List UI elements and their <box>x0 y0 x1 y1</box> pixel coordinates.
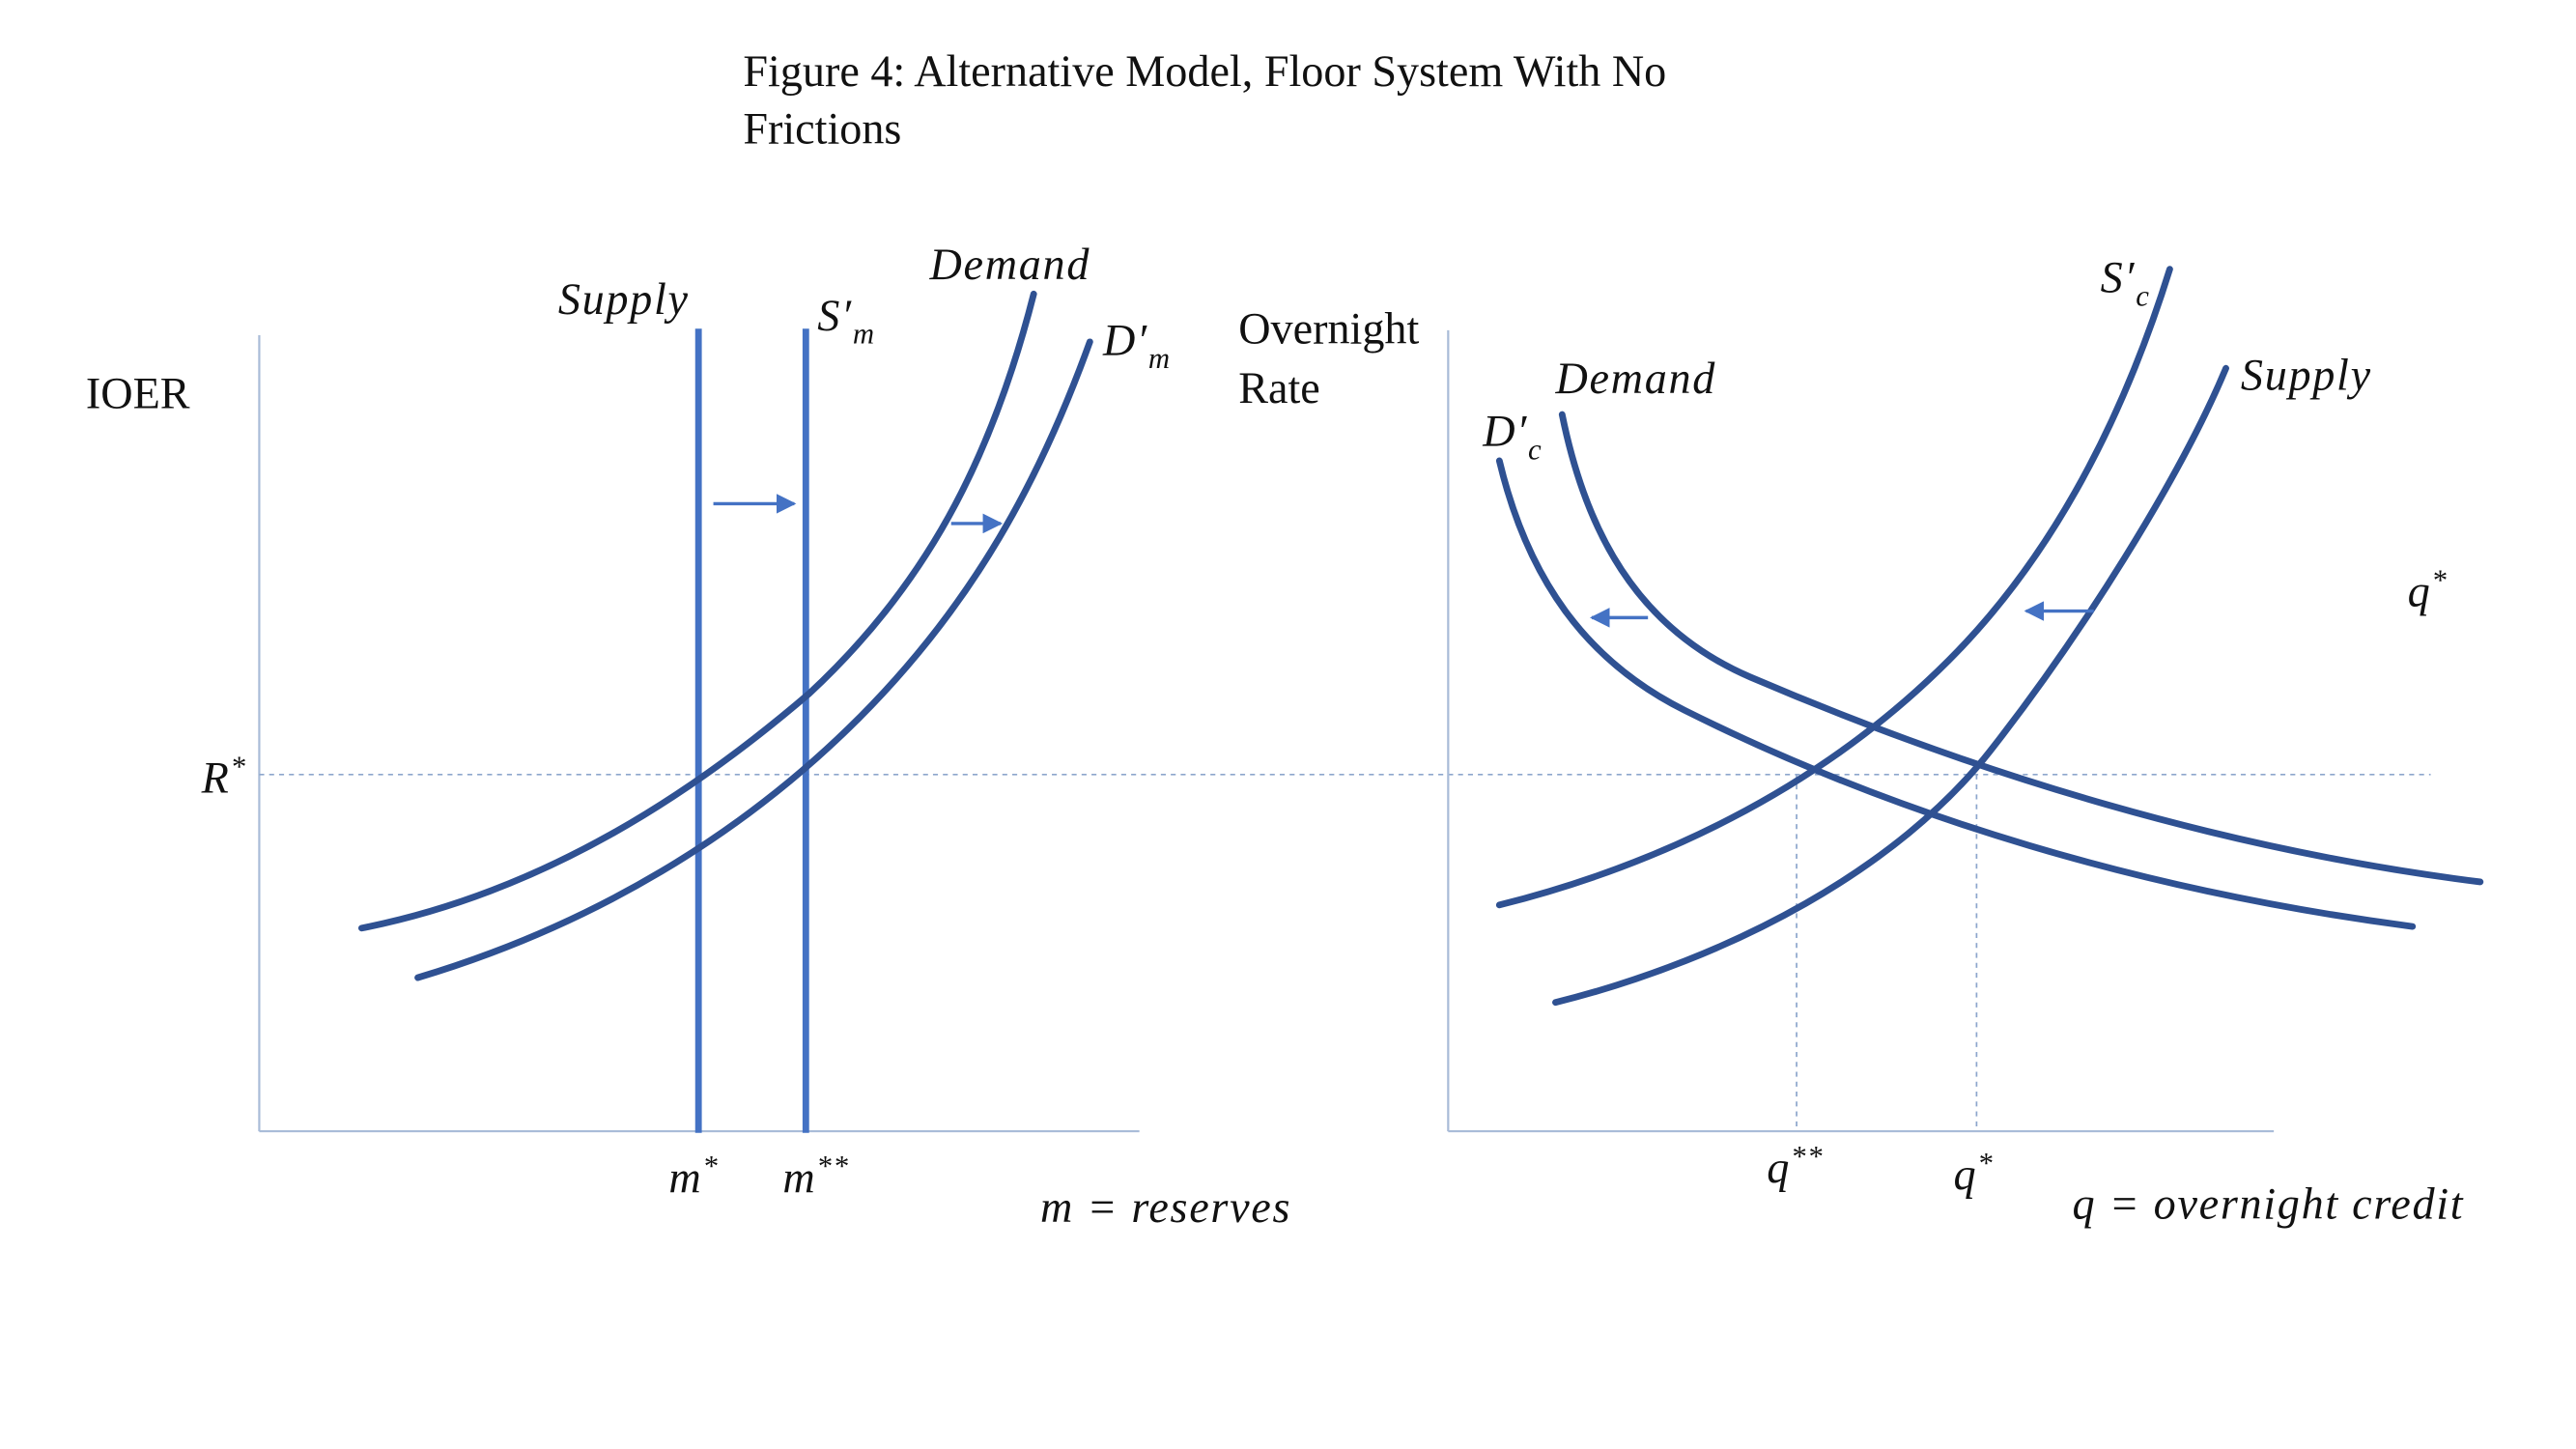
label-base: q <box>1953 1150 1977 1199</box>
stray-label: q* <box>2408 563 2449 615</box>
supply-shifted-label: S′m <box>817 291 876 351</box>
title-line: Figure 4: Alternative Model, Floor Syste… <box>743 46 1666 96</box>
demand-curve <box>1558 411 2484 886</box>
x-mark-label: m** <box>782 1150 849 1202</box>
label-base: D′ <box>1102 316 1148 365</box>
y-label: Rate <box>1238 363 1320 412</box>
label-base: S′ <box>2101 253 2137 302</box>
label-base: m <box>782 1152 816 1202</box>
label-sup: * <box>1977 1147 1994 1179</box>
rate-label: R* <box>201 751 247 803</box>
label-sup: ** <box>816 1150 849 1182</box>
supply-shifted-curve <box>1495 266 2173 909</box>
x-label: m = reserves <box>1040 1182 1291 1232</box>
label-base: q <box>2408 566 2432 615</box>
label-sup: * <box>230 751 246 783</box>
label-base: S′ <box>817 291 853 340</box>
supply-label: Supply <box>558 274 690 324</box>
title-line: Frictions <box>743 104 901 154</box>
demand-shifted-label: D′c <box>1482 407 1543 467</box>
y-label: IOER <box>86 368 190 417</box>
x-label: q = overnight credit <box>2073 1179 2465 1229</box>
left-panel: IOER Supply S′m Demand D′m R* m* m** m =… <box>86 240 2431 1232</box>
label-base: R <box>201 753 231 803</box>
right-panel: Overnight Rate Demand D′c S′c Supply q* … <box>1238 253 2484 1229</box>
x-mark-label: m* <box>668 1150 719 1202</box>
label-base: D′ <box>1482 407 1528 456</box>
demand-label: Demand <box>929 240 1091 289</box>
demand-shifted-curve <box>414 338 1093 981</box>
demand-shifted-label: D′m <box>1102 316 1172 376</box>
x-mark-label: q** <box>1767 1140 1824 1192</box>
demand-curve <box>357 290 1037 932</box>
label-sub: m <box>1148 342 1172 375</box>
demand-shifted-curve <box>1495 457 2417 930</box>
label-base: m <box>668 1152 702 1202</box>
supply-shifted-label: S′c <box>2101 253 2151 313</box>
supply-curve <box>1552 364 2229 1007</box>
label-sup: * <box>2431 563 2448 596</box>
label-sub: c <box>2136 279 2150 312</box>
y-label: Overnight <box>1238 304 1419 354</box>
label-base: q <box>1767 1143 1791 1192</box>
demand-label: Demand <box>1554 354 1716 403</box>
supply-label: Supply <box>2241 350 2372 399</box>
label-sub: c <box>1528 433 1543 466</box>
label-sup: ** <box>1791 1140 1824 1173</box>
x-mark-label: q* <box>1953 1147 1994 1199</box>
label-sup: * <box>702 1150 719 1182</box>
label-sub: m <box>853 318 876 351</box>
